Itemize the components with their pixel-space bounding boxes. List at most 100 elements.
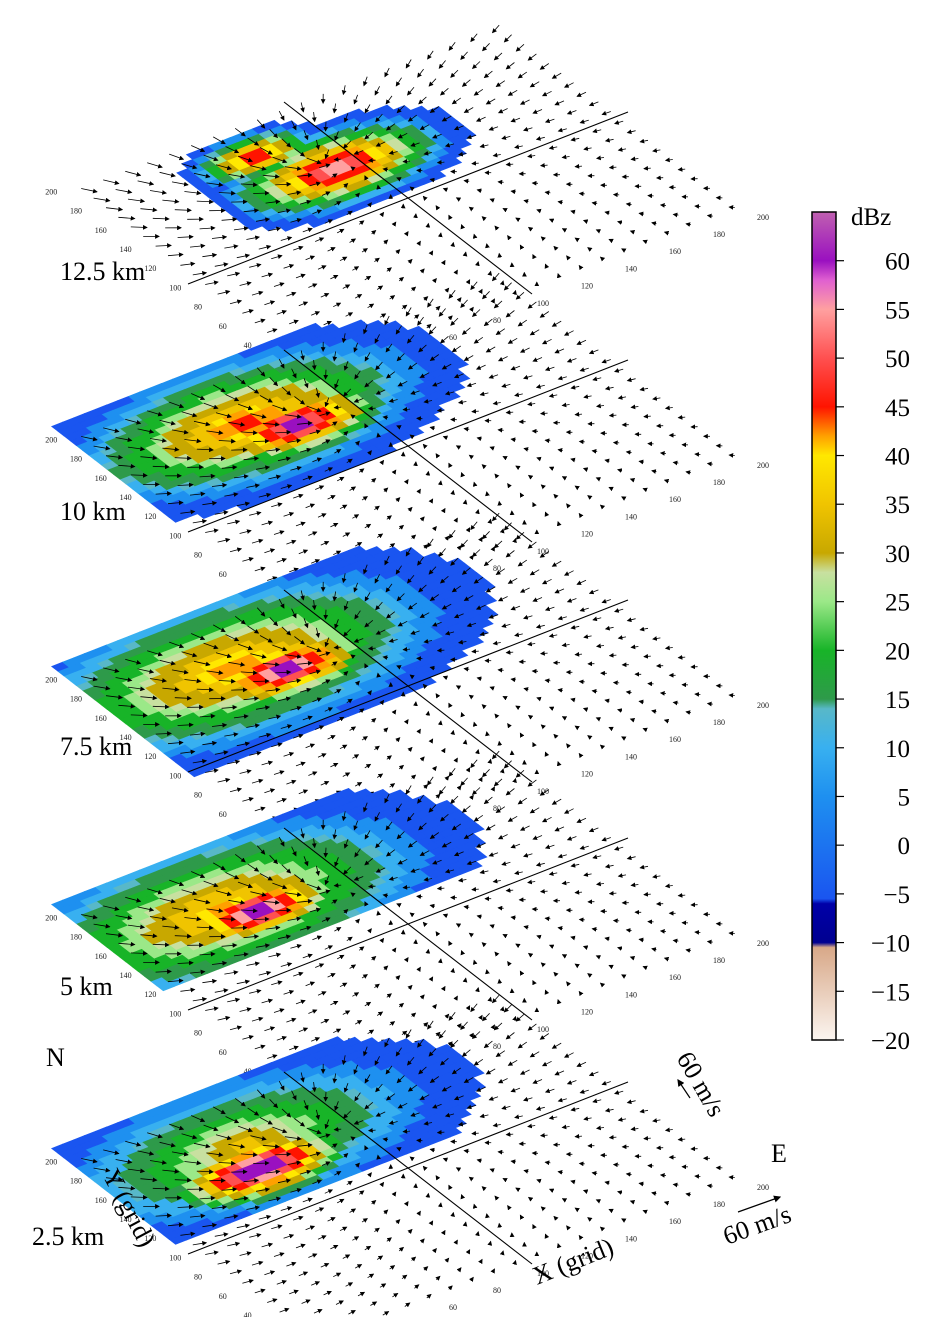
wind-vector: [617, 220, 623, 225]
wind-vector: [566, 836, 577, 841]
wind-vector: [167, 252, 184, 258]
wind-vector: [523, 126, 533, 132]
wind-vector: [685, 470, 691, 475]
wind-vector: [576, 817, 587, 823]
wind-vector: [383, 727, 389, 733]
wind-vector: [180, 987, 196, 993]
wind-vector: [539, 63, 550, 70]
wind-vector: [456, 545, 462, 551]
wind-vector: [510, 189, 517, 195]
wind-vector: [398, 524, 405, 530]
wind-vector: [206, 182, 224, 188]
wind-vector: [438, 60, 446, 69]
wind-vector: [540, 162, 548, 168]
x-tick-label: 80: [493, 316, 501, 325]
wind-vector: [491, 24, 500, 34]
wind-vector: [638, 937, 645, 943]
wind-vector: [561, 154, 570, 160]
wind-vector: [317, 991, 327, 996]
wind-vector: [271, 980, 283, 986]
wind-vector: [303, 130, 309, 141]
wind-vector: [515, 44, 525, 52]
wind-vector: [444, 1013, 450, 1019]
wind-vector: [527, 53, 537, 61]
wind-vector: [604, 1180, 610, 1186]
wind-vector: [391, 1191, 397, 1197]
wind-vector: [578, 1161, 585, 1167]
wind-vector: [527, 474, 534, 480]
wind-vector: [264, 788, 276, 794]
wind-vector: [401, 1030, 408, 1036]
wind-vector: [386, 267, 392, 273]
wind-vector: [343, 140, 352, 149]
wind-vector: [357, 1291, 366, 1297]
wind-vector: [481, 464, 487, 470]
wind-vector: [468, 454, 475, 460]
wind-vector: [458, 399, 467, 405]
wind-vector: [242, 797, 254, 802]
wind-vector: [599, 504, 606, 510]
wind-vector: [346, 210, 353, 216]
wind-vector: [626, 129, 636, 135]
x-tick-label: 100: [537, 787, 549, 796]
wind-vector: [574, 411, 583, 417]
wind-vector: [494, 473, 500, 479]
y-tick-label: 60: [219, 1048, 227, 1057]
wind-vector: [196, 199, 214, 205]
wind-vector: [663, 478, 670, 484]
wind-vector: [497, 427, 504, 433]
wind-vector: [453, 757, 458, 763]
wind-vector: [419, 124, 430, 130]
wind-vector: [638, 211, 645, 217]
wind-vector: [431, 277, 437, 284]
wind-vector: [535, 1106, 545, 1111]
wind-vector: [348, 1310, 356, 1315]
wind-vector: [497, 1149, 504, 1155]
wind-vector: [502, 696, 508, 701]
wind-vector: [515, 943, 521, 949]
wind-vector: [321, 191, 331, 196]
wind-vector: [497, 834, 508, 840]
wind-vector: [276, 798, 287, 803]
wind-vector: [453, 125, 464, 131]
wind-vector: [364, 1245, 372, 1251]
wind-vector: [507, 483, 512, 489]
wind-vector: [439, 335, 449, 344]
wind-vector: [475, 509, 480, 515]
wind-vector: [574, 889, 583, 895]
wind-vector: [237, 155, 253, 163]
wind-vector: [532, 979, 537, 986]
wind-vector: [320, 541, 330, 546]
wind-vector: [435, 305, 441, 311]
wind-vector: [599, 982, 606, 988]
wind-vector: [507, 1059, 518, 1066]
wind-vector: [599, 1226, 606, 1232]
wind-vector: [283, 512, 295, 517]
wind-vector: [273, 282, 285, 287]
wind-vector: [556, 1243, 562, 1249]
wind-vector: [460, 950, 466, 956]
wind-vector: [455, 197, 462, 202]
wind-vector: [440, 507, 446, 514]
wind-vector: [519, 1069, 530, 1075]
wind-vector: [493, 52, 503, 61]
wind-vector: [557, 853, 567, 859]
wind-vector: [527, 641, 536, 647]
wind-vector: [601, 836, 611, 842]
wind-vector: [489, 1168, 495, 1173]
wind-vector: [489, 446, 495, 451]
wind-vector: [429, 425, 435, 431]
wind-vector: [548, 218, 555, 223]
wind-vector: [604, 137, 614, 143]
wind-vector: [483, 70, 493, 79]
wind-vector: [389, 783, 396, 788]
wind-vector: [659, 1172, 667, 1178]
wind-vector: [587, 1217, 593, 1222]
wind-vector: [519, 492, 525, 498]
wind-vector: [642, 239, 648, 245]
wind-vector: [544, 511, 550, 517]
wind-vector: [652, 396, 661, 401]
y-tick-label: 160: [95, 952, 107, 961]
